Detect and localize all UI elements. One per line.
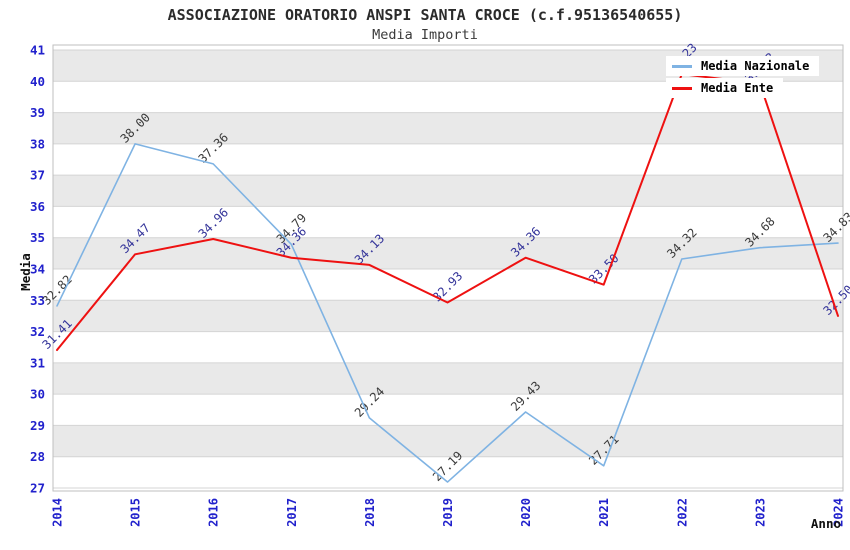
chart-title: ASSOCIAZIONE ORATORIO ANSPI SANTA CROCE … [167, 6, 683, 24]
legend-item-media-nazionale: Media Nazionale [666, 56, 820, 76]
y-tick-label: 41 [30, 43, 45, 58]
y-tick-label: 34 [30, 261, 45, 276]
legend-line-swatch-ente-icon [672, 86, 692, 90]
x-tick-label: 2017 [285, 498, 299, 527]
data-label-media-ente: 32.93 [430, 269, 465, 304]
legend-label-ente: Media Ente [701, 81, 774, 95]
y-tick-label: 35 [30, 230, 45, 245]
grid-band [53, 300, 843, 332]
data-label-media-nazionale: 34.83 [820, 209, 850, 244]
data-label-media-ente: 34.96 [196, 205, 231, 240]
x-tick-label: 2021 [597, 498, 611, 527]
y-tick-label: 36 [30, 199, 45, 214]
y-axis-title: Media [18, 253, 33, 291]
x-tick-label: 2020 [519, 498, 533, 527]
y-tick-label: 32 [30, 324, 45, 339]
y-tick-label: 27 [30, 480, 45, 495]
plot-border [52, 44, 844, 492]
chart-subtitle: Media Importi [372, 27, 478, 43]
series-line-media-nazionale [56, 143, 839, 483]
x-tick-label: 2023 [753, 498, 767, 527]
x-tick-label: 2015 [129, 498, 143, 527]
grid-band [53, 362, 843, 395]
y-tick-label: 33 [30, 293, 45, 308]
x-tick-label: 2016 [207, 498, 221, 527]
x-tick-label: 2019 [441, 498, 455, 527]
x-tick-label: 2018 [363, 498, 377, 527]
legend-line-swatch-nazionale-icon [672, 64, 692, 68]
x-tick-label: 2024 [832, 498, 846, 527]
x-tick-label: 2014 [51, 498, 65, 527]
y-tick-label: 37 [30, 168, 45, 183]
legend: Media Nazionale Media Ente [666, 56, 820, 100]
grid-band [53, 237, 843, 269]
legend-label-nazionale: Media Nazionale [701, 59, 810, 73]
y-tick-label: 28 [30, 449, 45, 464]
y-tick-label: 40 [30, 74, 45, 89]
legend-item-media-ente: Media Ente [666, 78, 784, 98]
grid-band [53, 112, 843, 144]
y-tick-label: 30 [30, 387, 45, 402]
x-tick-label: 2022 [675, 498, 689, 527]
x-axis-title: Anno [811, 516, 841, 531]
grid-band [53, 425, 843, 457]
series-line-media-ente [56, 73, 839, 352]
grid-band [53, 175, 843, 207]
y-tick-label: 38 [30, 136, 45, 151]
y-tick-label: 31 [30, 355, 45, 370]
y-tick-label: 29 [30, 418, 45, 433]
y-tick-label: 39 [30, 105, 45, 120]
